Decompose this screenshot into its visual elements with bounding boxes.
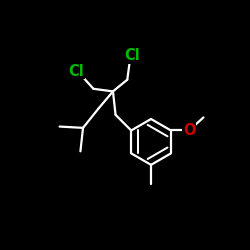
- Text: O: O: [183, 123, 195, 138]
- Text: Cl: Cl: [124, 48, 140, 63]
- Text: Cl: Cl: [69, 64, 84, 78]
